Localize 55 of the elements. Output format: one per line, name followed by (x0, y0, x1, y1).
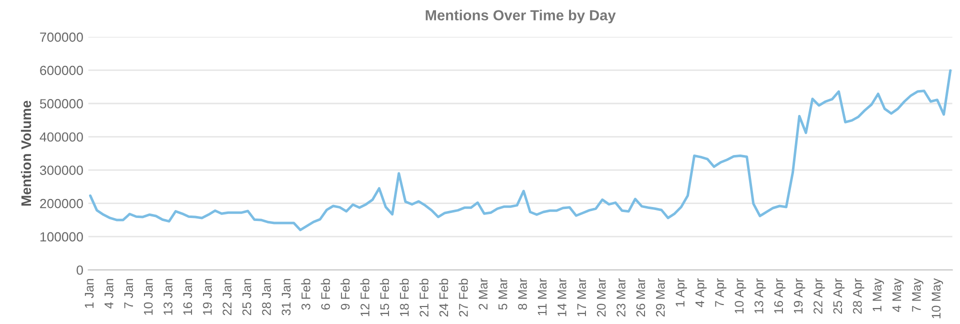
y-tick-label: 0 (76, 265, 83, 275)
x-tick-label: 24 Feb (438, 278, 448, 317)
x-tick-label: 20 Mar (596, 278, 606, 316)
x-tick-label: 9 Feb (340, 278, 350, 310)
x-tick-label: 10 Apr (734, 278, 746, 314)
x-tick-label: 21 Feb (419, 278, 428, 317)
x-tick-label: 16 Apr (774, 278, 786, 314)
x-tick-label: 31 Jan (282, 279, 291, 316)
line-series (89, 69, 952, 232)
x-tick-label: 1 Jan (84, 279, 94, 308)
x-tick-label: 7 May (912, 278, 924, 312)
y-tick-label: 300000 (40, 166, 83, 175)
x-tick-label: 5 Mar (498, 278, 508, 310)
x-tick-label: 15 Feb (380, 278, 390, 316)
y-axis-title: Mention Volume (20, 100, 32, 206)
x-tick-label: 25 Apr (833, 278, 845, 314)
x-tick-label: 19 Jan (202, 279, 212, 315)
y-tick-label: 200000 (40, 198, 83, 208)
x-tick-label: 29 Mar (656, 278, 665, 316)
x-tick-label: 4 Apr (696, 278, 707, 308)
y-tick-label: 100000 (40, 232, 83, 242)
x-tick-label: 2 Mar (478, 278, 488, 310)
x-tick-label: 6 Feb (320, 278, 330, 310)
x-tick-label: 28 Jan (262, 279, 271, 316)
x-tick-label: 10 May (932, 278, 944, 318)
y-tick-label: 500000 (40, 99, 83, 108)
x-tick-label: 27 Feb (458, 278, 468, 317)
x-tick-label: 26 Mar (636, 278, 646, 316)
x-tick-label: 4 Jan (104, 279, 114, 309)
chart-title: Mentions Over Time by Day (426, 10, 616, 24)
x-tick-label: 11 Mar (538, 278, 547, 316)
x-tick-label: 13 Jan (164, 279, 172, 315)
x-tick-label: 22 Apr (814, 278, 825, 314)
y-tick-label: 400000 (40, 132, 83, 142)
x-tick-label: 23 Mar (616, 278, 626, 316)
x-tick-label: 3 Feb (301, 278, 310, 310)
x-tick-label: 7 Apr (715, 278, 726, 307)
y-tick-label: 700000 (40, 32, 83, 42)
x-tick-label: 25 Jan (242, 279, 252, 316)
x-tick-label: 12 Feb (360, 278, 370, 316)
y-tick-label: 600000 (40, 66, 83, 76)
x-tick-label: 1 May (872, 278, 884, 312)
x-tick-label: 28 Apr (852, 278, 864, 314)
x-tick-label: 17 Mar (577, 278, 586, 316)
x-tick-label: 1 Apr (676, 278, 687, 306)
x-tick-label: 8 Mar (518, 278, 527, 310)
x-tick-label: 14 Mar (558, 278, 566, 316)
x-tick-label: 19 Apr (794, 278, 806, 314)
x-tick-label: 16 Jan (183, 279, 192, 315)
x-tick-label: 18 Feb (400, 278, 409, 316)
x-tick-label: 4 May (892, 278, 904, 312)
x-tick-label: 13 Apr (754, 278, 766, 314)
x-tick-label: 10 Jan (144, 279, 153, 315)
x-tick-label: 7 Jan (124, 279, 134, 308)
x-tick-label: 22 Jan (222, 279, 232, 316)
